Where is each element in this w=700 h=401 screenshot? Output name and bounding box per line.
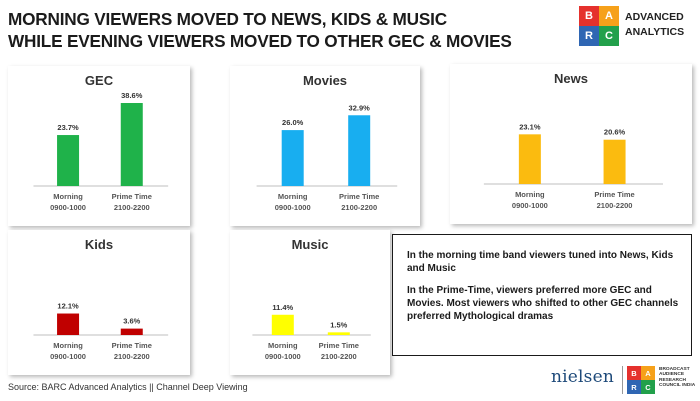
bar-music-morning	[271, 314, 294, 335]
category-label: 2100-2200	[321, 352, 357, 361]
bar-movies-morning	[281, 130, 304, 186]
brand-letter-c: C	[599, 26, 619, 46]
category-label: 0900-1000	[275, 203, 311, 212]
category-label: 0900-1000	[50, 203, 86, 212]
bar-news-prime-time	[603, 139, 626, 184]
data-label: 23.7%	[57, 123, 79, 132]
bar-gec-morning	[57, 135, 80, 186]
category-label: Prime Time	[339, 192, 379, 201]
chart-panel-movies: Movies 26.0% Morning 0900-1000 32.9% Prime Ti…	[230, 66, 420, 226]
insight-paragraph-2: In the Prime-Time, viewers preferred mor…	[407, 285, 679, 322]
source-note: Source: BARC Advanced Analytics || Chann…	[8, 382, 248, 392]
bar-gec-prime-time	[120, 103, 143, 186]
brand-letter-r: R	[579, 26, 599, 46]
category-label: Morning	[515, 190, 545, 199]
category-label: 2100-2200	[114, 352, 150, 361]
category-label: Prime Time	[112, 192, 152, 201]
category-label: 0900-1000	[265, 352, 301, 361]
category-label: 2100-2200	[114, 203, 150, 212]
insight-paragraph-1: In the morning time band viewers tuned i…	[407, 250, 674, 274]
category-label: Morning	[268, 341, 298, 350]
category-label: 0900-1000	[512, 201, 548, 210]
insight-box: In the morning time band viewers tuned i…	[392, 234, 692, 356]
chart-title-news: News	[554, 71, 588, 86]
data-label: 12.1%	[57, 302, 79, 311]
chart-panel-news: News 23.1% Morning 0900-1000 20.6% Prime Time…	[450, 64, 692, 224]
chart-movies: Movies 26.0% Morning 0900-1000 32.9% Prime Ti…	[256, 73, 398, 212]
data-label: 1.5%	[330, 320, 347, 329]
title-line-2: WHILE EVENING VIEWERS MOVED TO OTHER GEC…	[8, 31, 512, 51]
footer-brand-letter-a: A	[641, 366, 655, 380]
data-label: 20.6%	[604, 128, 626, 137]
data-label: 38.6%	[121, 91, 143, 100]
brand-name: ADVANCED ANALYTICS	[625, 10, 684, 40]
bar-news-morning	[518, 134, 541, 184]
footer-brand-letter-b: B	[627, 366, 641, 380]
chart-music: Music 11.4% Morning 0900-1000 1.5% Prime Time…	[252, 237, 371, 361]
category-label: 0900-1000	[50, 352, 86, 361]
chart-panel-kids: Kids 12.1% Morning 0900-1000 3.6% Prime Time 2…	[8, 230, 190, 375]
category-label: 2100-2200	[597, 201, 633, 210]
brand-letter-a: A	[599, 6, 619, 26]
category-label: Morning	[53, 341, 83, 350]
chart-panel-music: Music 11.4% Morning 0900-1000 1.5% Prime Time…	[230, 230, 390, 375]
category-label: Morning	[53, 192, 83, 201]
barc-logo-icon: B A R C	[579, 6, 619, 46]
barc-footer-logo-icon: B A R C	[627, 366, 655, 394]
page-title: MORNING VIEWERS MOVED TO NEWS, KIDS & MU…	[8, 8, 568, 52]
title-line-1: MORNING VIEWERS MOVED TO NEWS, KIDS & MU…	[8, 9, 447, 29]
brand-letter-b: B	[579, 6, 599, 26]
logo-divider	[622, 366, 623, 394]
chart-title-gec: GEC	[85, 73, 114, 88]
category-label: Prime Time	[319, 341, 359, 350]
data-label: 3.6%	[123, 317, 140, 326]
chart-title-music: Music	[292, 237, 329, 252]
data-label: 26.0%	[282, 118, 304, 127]
category-label: Morning	[278, 192, 308, 201]
footer-brand-letter-r: R	[627, 380, 641, 394]
barc-full-name: BROADCAST AUDIENCE RESEARCH COUNCIL INDI…	[659, 367, 696, 389]
bar-music-prime-time	[327, 332, 350, 335]
data-label: 32.9%	[349, 103, 371, 112]
chart-panel-gec: GEC 23.7% Morning 0900-1000 38.6% Prime Time 2…	[8, 66, 190, 226]
chart-news: News 23.1% Morning 0900-1000 20.6% Prime Time…	[483, 71, 663, 210]
bar-movies-prime-time	[348, 115, 371, 186]
category-label: Prime Time	[112, 341, 152, 350]
data-label: 23.1%	[519, 122, 541, 131]
barc-advanced-analytics-logo: B A R C ADVANCED ANALYTICS	[579, 6, 697, 46]
category-label: 2100-2200	[341, 203, 377, 212]
chart-gec: GEC 23.7% Morning 0900-1000 38.6% Prime Time 2…	[33, 73, 169, 212]
chart-kids: Kids 12.1% Morning 0900-1000 3.6% Prime Time 2…	[33, 237, 169, 361]
brand-name-line-1: ADVANCED	[625, 11, 684, 23]
bar-kids-morning	[57, 313, 80, 335]
chart-title-movies: Movies	[303, 73, 347, 88]
data-label: 11.4%	[272, 303, 293, 312]
nielsen-logo: nielsen	[551, 367, 615, 387]
chart-title-kids: Kids	[85, 237, 113, 252]
footer-brand-letter-c: C	[641, 380, 655, 394]
category-label: Prime Time	[594, 190, 634, 199]
brand-name-line-2: ANALYTICS	[625, 26, 685, 38]
bar-kids-prime-time	[120, 328, 143, 335]
